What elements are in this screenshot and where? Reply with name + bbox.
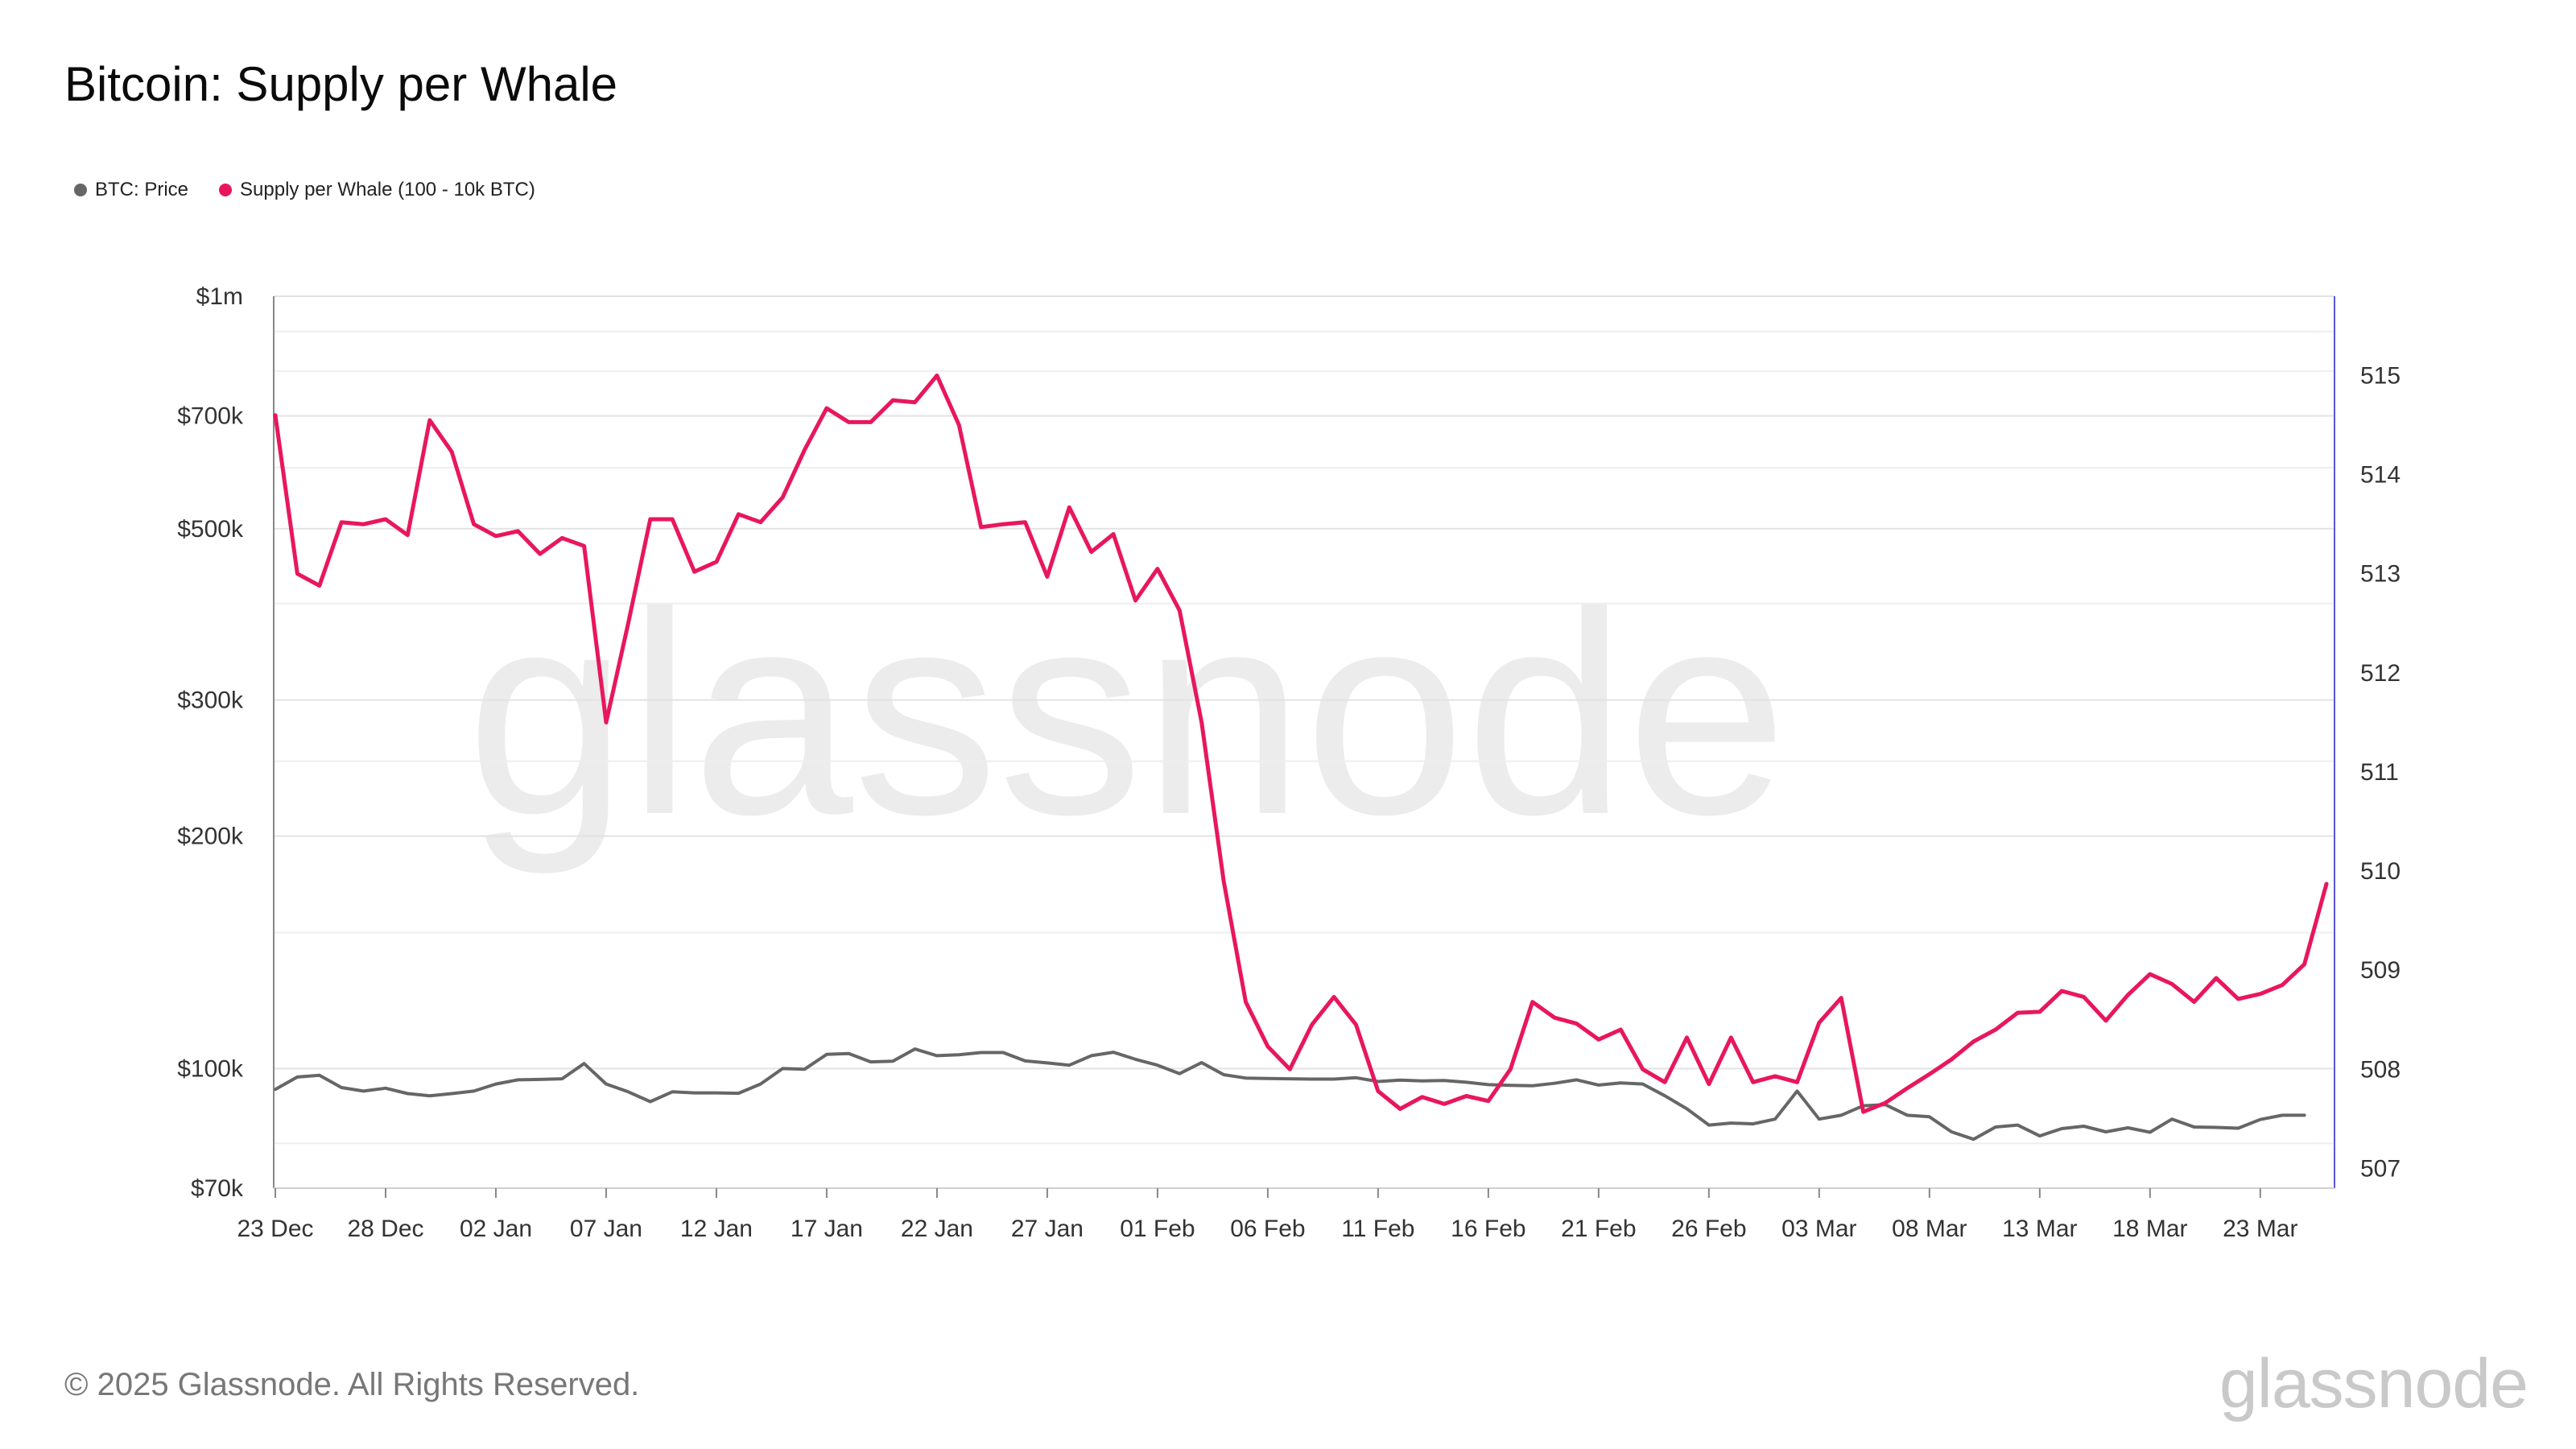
x-tick-label: 26 Feb xyxy=(1671,1216,1746,1242)
chart-title: Bitcoin: Supply per Whale xyxy=(64,57,618,111)
x-tick-label: 18 Mar xyxy=(2112,1216,2187,1242)
x-tick-label: 16 Feb xyxy=(1451,1216,1525,1242)
x-tick-label: 02 Jan xyxy=(460,1216,532,1242)
right-tick-label: 515 xyxy=(2360,362,2401,389)
x-tick-label: 27 Jan xyxy=(1011,1216,1084,1242)
right-tick-label: 514 xyxy=(2360,462,2401,489)
right-tick-label: 508 xyxy=(2360,1056,2401,1083)
x-tick-label: 11 Feb xyxy=(1341,1216,1414,1242)
right-tick-label: 512 xyxy=(2360,660,2401,687)
series-lines xyxy=(273,374,2329,1141)
legend-item-supply-per-whale[interactable]: Supply per Whale (100 - 10k BTC) xyxy=(219,179,535,201)
x-tick-label: 28 Dec xyxy=(347,1216,423,1242)
x-tick-label: 21 Feb xyxy=(1561,1216,1636,1242)
x-axis-ticks: 23 Dec 28 Dec 02 Jan 07 Jan 12 Jan 17 Jan 22 J… xyxy=(237,1188,2297,1242)
legend-dot-supply-per-whale xyxy=(219,184,233,196)
left-tick-label: $500k xyxy=(177,516,244,543)
footer-logo: glassnode xyxy=(2219,1345,2529,1422)
legend-label-btc-price: BTC: Price xyxy=(95,179,189,200)
right-tick-label: 510 xyxy=(2360,858,2401,885)
left-tick-label: $300k xyxy=(177,687,244,714)
left-tick-label: $70k xyxy=(191,1175,244,1202)
axes xyxy=(273,296,2335,1189)
footer-copyright: © 2025 Glassnode. All Rights Reserved. xyxy=(64,1367,640,1402)
right-axis-ticks: 507 508 509 510 511 512 513 514 515 xyxy=(2360,362,2401,1182)
series-line-supply-per-whale-100-10k-btc xyxy=(273,374,2329,1114)
left-tick-label: $700k xyxy=(177,403,244,430)
x-tick-label: 17 Jan xyxy=(791,1216,863,1242)
right-tick-label: 511 xyxy=(2360,759,2399,786)
series-line-btc-price xyxy=(274,1047,2306,1141)
legend-item-btc-price[interactable]: BTC: Price xyxy=(74,179,188,201)
x-tick-label: 07 Jan xyxy=(570,1216,642,1242)
x-tick-label: 03 Mar xyxy=(1781,1216,1856,1242)
left-tick-label: $1m xyxy=(196,283,243,310)
right-tick-label: 507 xyxy=(2360,1155,2401,1182)
x-tick-label: 06 Feb xyxy=(1230,1216,1305,1242)
legend: BTC: Price Supply per Whale (100 - 10k B… xyxy=(74,179,566,201)
left-tick-label: $200k xyxy=(177,824,244,850)
x-tick-label: 08 Mar xyxy=(1892,1216,1967,1242)
x-tick-label: 12 Jan xyxy=(680,1216,753,1242)
x-tick-label: 23 Mar xyxy=(2223,1216,2297,1242)
legend-dot-btc-price xyxy=(74,184,87,196)
legend-label-supply-per-whale: Supply per Whale (100 - 10k BTC) xyxy=(240,179,535,200)
x-tick-label: 01 Feb xyxy=(1120,1216,1195,1242)
x-tick-label: 22 Jan xyxy=(901,1216,973,1242)
right-tick-label: 513 xyxy=(2360,561,2401,588)
x-tick-label: 23 Dec xyxy=(237,1216,313,1242)
left-tick-label: $100k xyxy=(177,1055,244,1082)
left-axis-ticks: $70k $100k $200k $300k $500k $700k $1m xyxy=(177,283,244,1202)
x-tick-label: 13 Mar xyxy=(2002,1216,2077,1242)
watermark: glassnode xyxy=(466,551,1787,877)
right-tick-label: 509 xyxy=(2360,957,2401,984)
